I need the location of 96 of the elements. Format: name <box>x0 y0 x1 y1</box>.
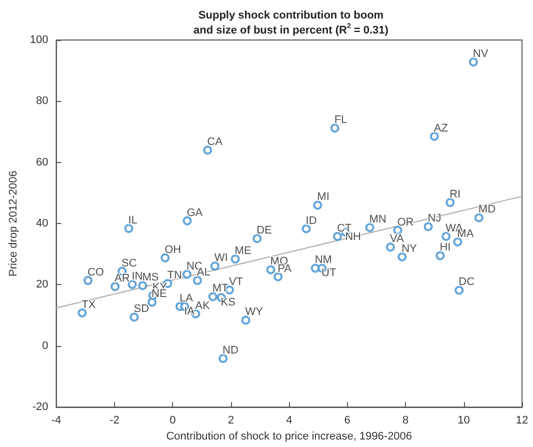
point <box>210 262 220 271</box>
x-tick-label: -4 <box>51 414 62 427</box>
data-label: MN <box>369 214 386 226</box>
data-label: SC <box>122 257 137 270</box>
point <box>453 237 462 246</box>
point <box>83 276 92 285</box>
data-label: DE <box>256 224 272 237</box>
data-label: ND <box>222 344 238 356</box>
y-tick-label: 80 <box>36 95 48 108</box>
data-label: TX <box>82 298 96 311</box>
x-axis-title: Contribution of shock to price increase, 1996-2006 <box>166 430 412 442</box>
data-label: SD <box>134 303 150 316</box>
data-label: DC <box>458 276 475 288</box>
data-label: OR <box>397 216 414 228</box>
point <box>442 232 451 241</box>
point <box>274 272 283 282</box>
x-tick-label: 4 <box>286 414 292 427</box>
data-label: GA <box>186 206 204 219</box>
data-label: WY <box>245 306 264 318</box>
data-label: RI <box>450 188 461 200</box>
point <box>468 58 478 67</box>
data-label: NV <box>472 48 489 60</box>
data-label: ID <box>306 214 317 227</box>
point <box>330 124 340 133</box>
x-tick-label: -2 <box>110 414 120 427</box>
data-label: CA <box>207 136 224 148</box>
point <box>124 224 134 233</box>
data-label: IL <box>128 214 138 226</box>
y-tick-label: 40 <box>36 218 48 230</box>
point <box>332 232 342 241</box>
point <box>266 265 276 274</box>
point <box>365 223 374 232</box>
data-label: NJ <box>428 212 442 225</box>
x-tick-label: 2 <box>228 414 234 427</box>
point <box>192 276 202 285</box>
data-label: CO <box>87 266 104 278</box>
point <box>208 292 218 302</box>
point <box>160 253 170 262</box>
point <box>148 298 157 307</box>
point <box>241 316 250 325</box>
x-tick-label: 6 <box>344 414 350 427</box>
point <box>474 213 484 222</box>
point <box>446 198 455 207</box>
point <box>138 281 148 290</box>
data-label: MA <box>457 228 474 240</box>
data-label: UT <box>322 267 336 280</box>
y-tick-label: 100 <box>30 34 48 46</box>
point <box>182 270 192 279</box>
point <box>430 132 439 141</box>
data-label: VT <box>228 276 244 288</box>
point <box>436 251 445 260</box>
point <box>454 286 464 295</box>
point <box>78 308 87 318</box>
point <box>230 254 240 264</box>
x-tick-label: 0 <box>170 414 176 427</box>
data-label: KS <box>220 296 236 309</box>
data-label: MD <box>478 204 496 216</box>
y-tick-label: 20 <box>36 278 48 291</box>
data-label: NY <box>402 242 418 255</box>
data-label: IN <box>132 270 143 282</box>
point <box>110 282 120 292</box>
data-label: MI <box>317 191 330 204</box>
data-label: AL <box>196 266 210 278</box>
point <box>424 222 433 232</box>
data-label: AR <box>114 272 130 285</box>
point <box>386 242 395 252</box>
point <box>398 252 407 262</box>
point <box>203 146 212 155</box>
x-tick-label: 10 <box>458 414 470 427</box>
point <box>218 354 228 363</box>
data-label: VA <box>390 233 404 246</box>
point <box>302 224 311 234</box>
data-label: NM <box>314 254 332 266</box>
point <box>128 280 137 289</box>
point <box>313 200 322 210</box>
x-tick-label: 8 <box>402 414 409 427</box>
point <box>182 216 192 226</box>
data-label: AZ <box>434 122 448 134</box>
data-label: ME <box>234 245 252 258</box>
y-tick-label: -20 <box>32 401 48 414</box>
data-label: HI <box>440 242 451 254</box>
data-label: AK <box>195 300 211 312</box>
data-label: WI <box>214 252 228 264</box>
data-label: MS <box>142 272 159 284</box>
data-label: OH <box>164 244 182 256</box>
data-label: LA <box>179 292 194 304</box>
point <box>130 312 139 322</box>
data-label: PA <box>278 262 292 275</box>
y-axis-title: Price drop 2012-2006 <box>8 170 20 276</box>
x-tick-label: 12 <box>516 414 528 427</box>
y-tick-label: 60 <box>36 156 48 168</box>
data-label: FL <box>334 114 348 126</box>
data-label: TN <box>167 270 182 282</box>
data-label: NH <box>345 231 362 244</box>
point <box>252 234 262 244</box>
y-tick-label: 0 <box>42 340 48 352</box>
